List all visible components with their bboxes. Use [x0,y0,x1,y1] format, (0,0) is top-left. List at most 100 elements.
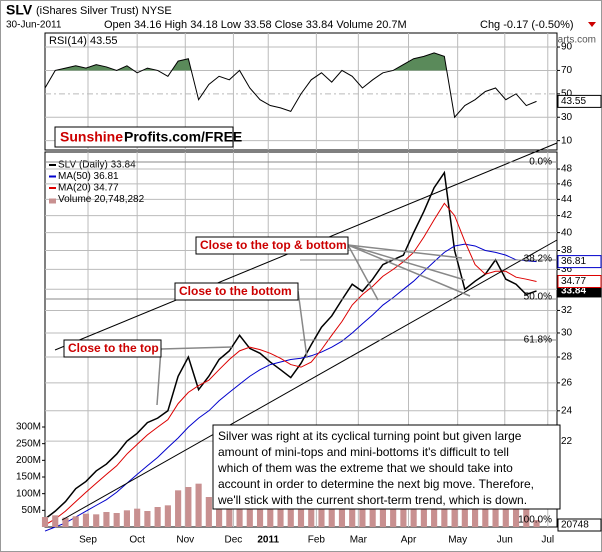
y-tick-label: 30 [561,328,573,339]
y-tick-label: 30 [561,112,573,123]
note-line: account in order to determine the next b… [218,477,534,491]
volume-bar [134,508,141,527]
volume-bar [154,507,161,527]
y-tick-label: 24 [561,405,573,416]
volume-bar [369,497,376,527]
x-tick-label: Feb [308,535,326,546]
y2-tick-label: 100M [16,488,41,499]
volume-bar [52,515,59,527]
annotation-arrows [156,244,471,406]
y-tick-label: 28 [561,352,573,363]
legend-entry: MA(50) 36.81 [58,171,119,182]
note-line: which of them was the extreme that we sh… [217,461,513,475]
y-tick-label: 44 [561,194,573,205]
volume-bar [256,508,264,527]
annotation: Close to the top [68,341,159,355]
last-value-label: 20748 [561,520,589,531]
note-line: we'll stick with the current short-term … [217,493,527,507]
volume-bar [512,505,520,527]
volume-bar [267,505,274,527]
symbol: SLV [6,2,33,18]
annotation-box [195,236,349,255]
volume-bar [123,510,130,527]
y2-tick-label: 300M [16,422,41,433]
banner-red: Sunshine [60,129,123,145]
y2-tick-label: 50M [22,505,41,516]
x-tick-label: Oct [129,535,145,546]
last-value-label: 34.77 [561,276,586,287]
y-tick-label: 90 [561,42,573,53]
y-tick-label: 46 [561,179,573,190]
annotation: Close to the top & bottom [200,238,347,252]
volume-bar [236,502,243,527]
volume-bar [297,507,305,527]
series-line [44,202,537,526]
banner-black: Profits.com/FREE [124,129,242,145]
series-line [44,170,537,520]
x-tick-label: Sep [79,535,97,546]
legend-entry: SLV (Daily) 33.84 [58,160,136,171]
volume-bar [62,517,69,527]
note-line: amount of mini-tops and mini-bottoms it'… [218,445,509,459]
y-tick-label: 70 [561,65,573,76]
volume-bar [216,500,223,527]
volume-bar [523,508,530,527]
fib-label: 0.0% [529,157,552,168]
last-value-label: 36.81 [561,256,586,267]
x-tick-label: Jul [541,535,554,546]
volume-bar [533,520,540,527]
volume-bar [226,503,233,527]
last-value-box [557,255,602,269]
x-tick-label: Mar [350,535,368,546]
fib-label: 38.2% [524,254,552,265]
y-tick-label: 38 [561,245,573,256]
banner [54,126,234,148]
volume-bar [308,503,315,527]
volume-bar [72,516,79,527]
volume-bar [41,517,49,527]
volume-bar [328,500,335,527]
volume-bar [338,503,346,527]
volume-bar [492,500,499,527]
volume-bar [164,505,171,527]
last-value-label: 33.84 [561,286,586,297]
y-tick-label: 26 [561,378,573,389]
last-value-label: 43.55 [561,96,586,107]
legend-swatch [49,198,56,204]
y-tick-label: 40 [561,227,573,238]
volume-bar [349,495,356,527]
trend-channel [61,239,558,521]
note-line: Silver was right at its cyclical turning… [218,429,522,443]
volume-bar [175,490,182,527]
last-value-box [557,518,602,532]
volume-bar [482,497,489,527]
volume-bar [103,512,110,527]
volume-bar [287,498,294,527]
y-tick-label: 32 [561,305,573,316]
volume-bar [185,487,192,527]
volume-bar [205,497,212,527]
change: Chg -0.17 (-0.50%) [480,19,574,31]
x-tick-label: May [448,535,467,546]
y-tick-label: 42 [561,210,573,221]
y-tick-label: 22 [561,436,573,447]
volume-bar [379,493,386,527]
y2-tick-label: 150M [16,472,41,483]
y2-tick-label: 200M [16,455,41,466]
last-value-box [557,274,602,288]
x-tick-label: 2011 [257,535,279,546]
annotation-box [63,339,162,358]
volume-bar [246,507,253,527]
last-value-box [557,94,602,108]
x-tick-label: Nov [176,535,194,546]
legend-entry: MA(20) 34.77 [58,183,119,194]
fib-label: 100.0% [518,515,552,526]
y-tick-label: 36 [561,264,573,275]
x-tick-label: Jun [497,535,513,546]
note-box [212,424,561,510]
y2-tick-label: 250M [16,438,41,449]
legend-entry: RSI(14) 43.55 [49,35,117,47]
legend-swatch [49,164,56,166]
fib-label: 61.8% [524,335,552,346]
